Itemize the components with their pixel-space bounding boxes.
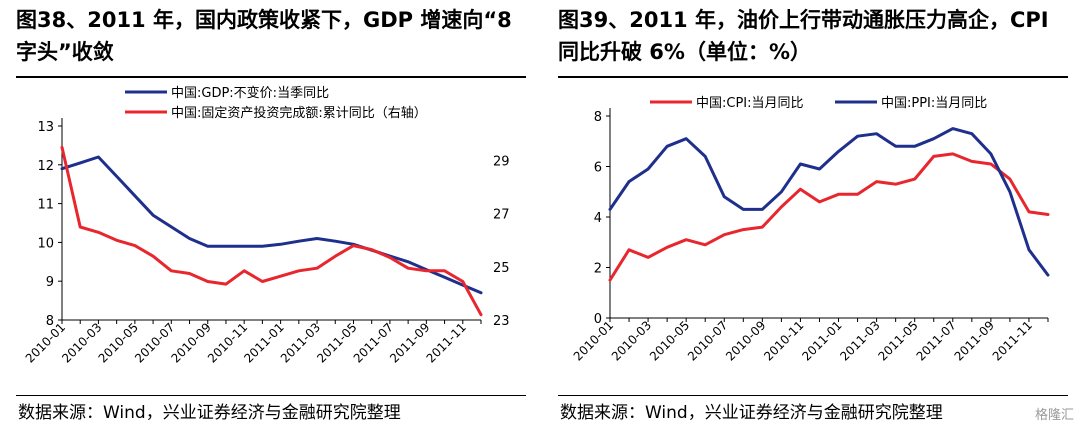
left-chart: 8910111213232527292010-012010-032010-052… <box>23 85 510 366</box>
left-y-right-tick-label: 23 <box>493 314 510 329</box>
right-x-tick-label: 2010-11 <box>761 318 806 363</box>
left-title-divider <box>16 76 526 78</box>
right-title-divider <box>558 76 1068 78</box>
right-x-tick-label: 2011-07 <box>914 318 959 363</box>
left-y-right-tick-label: 27 <box>493 208 510 223</box>
left-y-tick-label: 13 <box>37 120 54 135</box>
left-series-line-2 <box>60 145 483 317</box>
right-series-line-1 <box>608 152 1050 282</box>
right-x-tick-label: 2010-09 <box>723 318 768 363</box>
right-x-tick-label: 2010-03 <box>609 318 654 363</box>
left-source-divider <box>16 395 526 396</box>
left-y-tick-label: 9 <box>46 275 54 290</box>
right-legend-label-1: 中国:CPI:当月同比 <box>696 96 804 111</box>
right-x-tick-label: 2011-01 <box>799 318 844 363</box>
right-y-tick-label: 8 <box>594 110 602 125</box>
watermark-logo: 格隆汇 <box>1034 408 1074 423</box>
right-x-tick-label: 2010-07 <box>685 318 730 363</box>
right-figure-title: 图39、2011 年，油价上行带动通胀压力高企，CPI 同比升破 6%（单位：%… <box>558 8 1049 64</box>
right-chart: 024682010-012010-032010-052010-072010-09… <box>571 96 1050 364</box>
right-source-divider <box>558 395 1068 396</box>
right-series-line-2 <box>608 127 1050 277</box>
left-y-tick-label: 12 <box>37 159 54 174</box>
right-source-note: 数据来源：Wind，兴业证券经济与金融研究院整理 <box>560 403 943 423</box>
left-y-tick-label: 10 <box>37 236 54 251</box>
right-x-tick-label: 2011-05 <box>875 318 920 363</box>
left-figure-panel: 图38、2011 年，国内政策收紧下，GDP 增速向“8字头”收敛 8 9 10 11… <box>0 0 530 427</box>
left-series-line-1 <box>60 155 483 295</box>
right-y-tick-label: 2 <box>594 262 602 277</box>
right-figure-panel: 图39、2011 年，油价上行带动通胀压力高企，CPI 同比升破 6%（单位：%… <box>545 0 1080 427</box>
left-figure-title: 图38、2011 年，国内政策收紧下，GDP 增速向“8字头”收敛 <box>16 8 512 64</box>
right-y-tick-label: 6 <box>594 161 602 176</box>
right-x-tick-label: 2011-03 <box>837 318 882 363</box>
left-y-right-tick-label: 25 <box>493 261 510 276</box>
left-y-right-tick-label: 29 <box>493 155 510 170</box>
right-y-tick-label: 0 <box>594 312 602 327</box>
left-legend-label-2: 中国:固定资产投资完成额:累计同比（右轴） <box>171 105 427 121</box>
left-x-tick-label: 2011-11 <box>424 320 469 365</box>
right-y-tick-label: 4 <box>594 211 602 226</box>
right-x-tick-label: 2010-05 <box>647 318 692 363</box>
left-y-tick-label: 11 <box>37 198 54 213</box>
right-x-tick-label: 2011-09 <box>952 318 997 363</box>
right-legend-label-2: 中国:PPI:当月同比 <box>881 96 987 111</box>
right-x-tick-label: 2011-11 <box>990 318 1035 363</box>
left-y-tick-label: 8 <box>46 314 54 329</box>
left-source-note: 数据来源：Wind，兴业证券经济与金融研究院整理 <box>18 403 401 423</box>
left-legend-label-1: 中国:GDP:不变价:当季同比 <box>171 85 329 101</box>
